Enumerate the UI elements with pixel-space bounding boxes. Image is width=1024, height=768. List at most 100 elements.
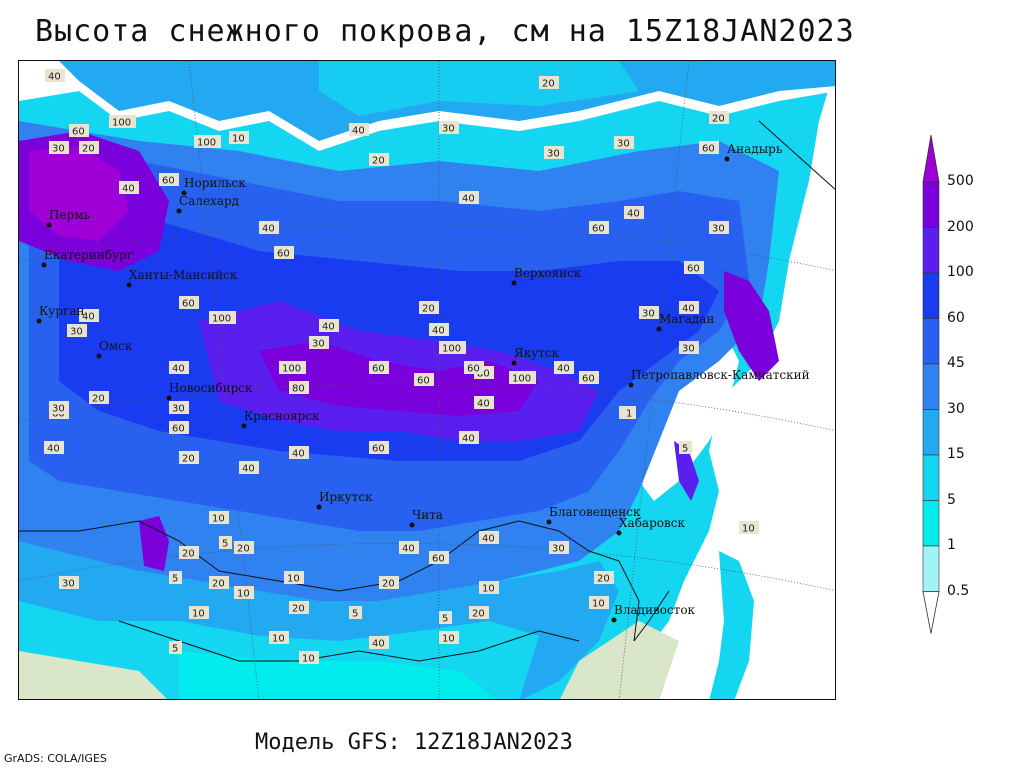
city-marker [176, 208, 182, 214]
contour-label: 40 [462, 434, 475, 445]
bare-ground-southeast [560, 621, 679, 699]
contour-label: 40 [557, 364, 570, 375]
contour-label: 60 [162, 176, 175, 187]
contour-label: 20 [92, 394, 105, 405]
city-marker [611, 617, 617, 623]
city-label: Пермь [49, 208, 91, 222]
contour-label-box [219, 536, 232, 549]
contour-label-box [179, 451, 199, 464]
contour-label-box [679, 441, 692, 454]
contour-label-box [739, 521, 759, 534]
contour-label-box [709, 221, 729, 234]
political-borders [19, 120, 835, 662]
contour-label: 10 [237, 589, 250, 600]
contour-label: 40 [47, 444, 60, 455]
contour-label-box [67, 324, 87, 337]
contour-label: 60 [592, 224, 605, 235]
contour-label-box [349, 606, 362, 619]
contour-label-box [679, 301, 699, 314]
contour-label: 40 [82, 312, 95, 323]
legend-max-arrow [922, 135, 940, 183]
contour-label: 5 [172, 644, 178, 655]
snow-200-500-west [29, 146, 129, 241]
contour-label-box [209, 576, 229, 589]
contour-label-box [234, 541, 254, 554]
contour-label: 20 [472, 609, 485, 620]
contour-label: 40 [627, 209, 640, 220]
city-marker [724, 156, 730, 162]
contour-label: 30 [547, 149, 560, 160]
city-label: Петропавловск-Камчатский [631, 368, 810, 382]
legend-level-label: 60 [947, 309, 965, 326]
contour-label-box [479, 531, 499, 544]
contour-label-box [239, 461, 259, 474]
contour-label: 30 [642, 309, 655, 320]
contour-label: 10 [742, 524, 755, 535]
city-label: Курган [39, 304, 84, 318]
snow-kamchatka [724, 271, 779, 381]
contour-label: 20 [712, 114, 725, 125]
contour-label: 40 [477, 399, 490, 410]
contour-label-box [59, 576, 79, 589]
contour-label-box [623, 406, 636, 419]
contour-label: 40 [292, 449, 305, 460]
contour-label-box [459, 191, 479, 204]
legend-level-label: 0.5 [947, 582, 970, 599]
contour-label: 40 [48, 72, 61, 83]
contour-label: 60 [582, 374, 595, 385]
contour-label: 5 [172, 574, 178, 585]
contour-label: 20 [597, 574, 610, 585]
contour-label-box [319, 319, 339, 332]
contour-label-box [209, 311, 236, 324]
city-label: Благовещенск [549, 505, 641, 519]
city-marker [36, 318, 42, 324]
contour-label-box [699, 141, 719, 154]
contour-label-box [464, 361, 484, 374]
contour-label-box [349, 123, 369, 136]
city-marker [316, 504, 322, 510]
contour-label: 40 [262, 224, 275, 235]
contour-label: 80 [292, 384, 305, 395]
contour-label: 100 [442, 344, 461, 355]
contour-label: 5 [682, 444, 688, 455]
contour-label: 10 [272, 634, 285, 645]
contour-label: 40 [432, 326, 445, 337]
legend-swatch [922, 409, 940, 456]
contour-label-box [589, 596, 609, 609]
contour-label: 5 [442, 614, 448, 625]
contour-label: 60 [467, 364, 480, 375]
snow-100-200-central [259, 341, 539, 416]
contour-label-box [169, 361, 189, 374]
legend-swatch [922, 500, 940, 547]
contour-label: 20 [237, 544, 250, 555]
contour-label-box [539, 76, 559, 89]
contour-label: 100 [212, 314, 231, 325]
city-marker [166, 395, 172, 401]
bare-ground-south [19, 651, 167, 699]
contour-label: 30 [552, 544, 565, 555]
contour-label-box [614, 136, 634, 149]
contour-label: 20 [382, 579, 395, 590]
city-marker [41, 262, 47, 268]
contour-label-box [289, 381, 309, 394]
city-label: Магадан [659, 312, 714, 326]
contour-label-box [44, 441, 64, 454]
city-label: Новосибирск [169, 381, 253, 395]
city-label: Ханты-Мансийск [129, 268, 238, 282]
legend-level-label: 1 [947, 537, 956, 553]
contour-label-box [89, 391, 109, 404]
contour-label: 60 [417, 376, 430, 387]
contour-label: 100 [112, 118, 131, 129]
contour-label-box [549, 541, 569, 554]
snow-depth-map: 40 60 100 10 30 20 40 60 100 40 60 40 30 60 20 60 100 40 3… [18, 60, 836, 700]
contour-label-box [279, 361, 306, 374]
contour-label: 30 [52, 404, 65, 415]
contour-label-box [169, 401, 189, 414]
legend-level-label: 200 [947, 218, 974, 235]
contour-label-box [49, 141, 69, 154]
contour-label: 60 [182, 299, 195, 310]
contour-label-box [269, 631, 289, 644]
contour-label: 100 [197, 138, 216, 149]
contour-label: 30 [52, 144, 65, 155]
contour-label: 30 [682, 344, 695, 355]
